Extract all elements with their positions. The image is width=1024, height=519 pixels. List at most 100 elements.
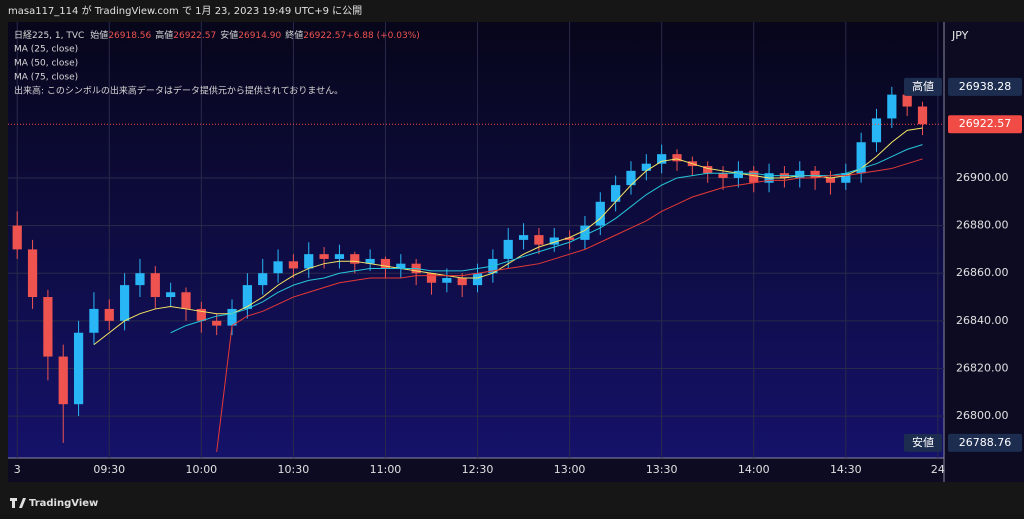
candle-body — [273, 261, 283, 274]
candle-body — [304, 254, 314, 269]
ohlc-value: +6.88 (+0.03%) — [346, 31, 420, 41]
candle-body — [212, 320, 222, 326]
candle-body — [641, 163, 651, 171]
price-label-tag — [904, 433, 942, 452]
x-tick-label: 14:00 — [738, 463, 770, 476]
candle-body — [672, 154, 682, 162]
x-tick-label: 12:30 — [462, 463, 494, 476]
x-tick-label: 09:30 — [93, 463, 125, 476]
legend-entry: MA (25, close) — [14, 45, 78, 55]
candle-body — [472, 273, 483, 286]
y-tick-label: 26840.00 — [956, 314, 1009, 327]
candle-body — [825, 177, 836, 183]
last-price-box — [948, 115, 1022, 134]
ma-line — [216, 158, 923, 452]
candle-body — [135, 273, 145, 286]
candle-body — [749, 170, 759, 183]
candle-body — [733, 170, 743, 178]
x-tick-label: 10:30 — [278, 463, 310, 476]
candle-body — [104, 308, 114, 321]
ohlc-label: 安値 — [220, 29, 238, 41]
candle-body — [917, 106, 928, 125]
legend-entry: MA (50, close) — [14, 59, 78, 69]
y-tick-label: 26900.00 — [956, 171, 1009, 184]
price-label-tag — [904, 77, 942, 96]
candle-body — [227, 308, 237, 326]
ohlc-value: 26922.57 — [303, 31, 346, 41]
ohlc-label: 終値 — [285, 29, 303, 41]
candle-body — [365, 258, 375, 264]
candle-body — [580, 225, 590, 240]
candle-body — [426, 273, 437, 283]
candle-body — [810, 170, 820, 178]
candle-body — [27, 249, 38, 298]
y-tick-label: 26820.00 — [956, 361, 1009, 374]
ohlc-value: 26918.56 — [108, 31, 151, 41]
candle-body — [73, 332, 84, 405]
candle-body — [902, 94, 912, 107]
header: masa117_114 が TradingView.com で 1月 23, 2… — [8, 4, 362, 17]
x-tick-label: 13:30 — [646, 463, 678, 476]
ohlc-value: 26922.57 — [173, 31, 216, 41]
x-tick-label: 10:00 — [185, 463, 217, 476]
candle-body — [396, 263, 406, 269]
logo — [10, 498, 26, 508]
price-label-name: 高値 — [912, 79, 934, 93]
time-axis — [8, 458, 1024, 482]
y-tick-label: 26800.00 — [956, 409, 1009, 422]
ma-line — [170, 144, 923, 334]
x-tick-label: 11:00 — [370, 463, 402, 476]
y-tick-label: 26880.00 — [956, 219, 1009, 232]
candle-body — [657, 154, 667, 164]
ohlc-value: 26914.90 — [238, 31, 281, 41]
price-label-box — [948, 433, 1022, 452]
candle-body — [703, 166, 713, 174]
symbol: 日経225, 1, TVC — [14, 29, 84, 41]
candle-body — [288, 261, 299, 269]
candle-body — [718, 173, 728, 178]
candle-body — [503, 239, 513, 259]
price-label-value: 26938.28 — [959, 80, 1012, 93]
candle-body — [457, 277, 467, 286]
volume-note: 出来高: このシンボルの出来高データはデータ提供元から提供されておりません。 — [14, 85, 343, 97]
candle-body — [534, 235, 544, 245]
price-label-box — [948, 77, 1022, 96]
price-label-name: 安値 — [912, 435, 934, 449]
candle-body — [871, 118, 882, 143]
candle-body — [166, 292, 176, 298]
ohlc-label: 高値 — [155, 29, 173, 41]
candle-body — [120, 285, 130, 321]
candle-body — [887, 94, 897, 119]
candle-body — [841, 173, 851, 183]
legend-entry: MA (75, close) — [14, 73, 78, 83]
last-price-value: 26922.57 — [959, 117, 1012, 130]
plot-area — [8, 22, 944, 458]
candle-body — [12, 225, 22, 250]
candle-body — [43, 297, 53, 357]
candle-body — [89, 308, 99, 333]
candle-body — [856, 142, 866, 174]
y-tick-label: 26860.00 — [956, 266, 1009, 279]
candle-body — [334, 254, 345, 259]
ohlc-legend: 日経225, 1, TVC 始値26918.56 高値26922.57 安値26914… — [14, 29, 420, 41]
candle-body — [58, 356, 68, 405]
candle-body — [442, 277, 452, 283]
candle-body — [181, 292, 191, 309]
candle-body — [595, 201, 605, 226]
candle-body — [626, 170, 636, 186]
price-label-value: 26788.76 — [959, 436, 1012, 449]
footer: TradingView — [10, 498, 98, 509]
x-tick-label: 24 — [931, 463, 945, 476]
candle-body — [518, 235, 529, 240]
ohlc-label: 始値 — [90, 29, 108, 41]
candle-body — [319, 254, 329, 259]
candle-body — [258, 273, 268, 286]
candle-body — [242, 285, 252, 309]
x-tick-label: 13:00 — [554, 463, 586, 476]
author: masa117_114 — [8, 6, 78, 17]
candle-body — [196, 308, 206, 321]
candle-body — [150, 273, 160, 298]
currency: JPY — [951, 29, 969, 42]
